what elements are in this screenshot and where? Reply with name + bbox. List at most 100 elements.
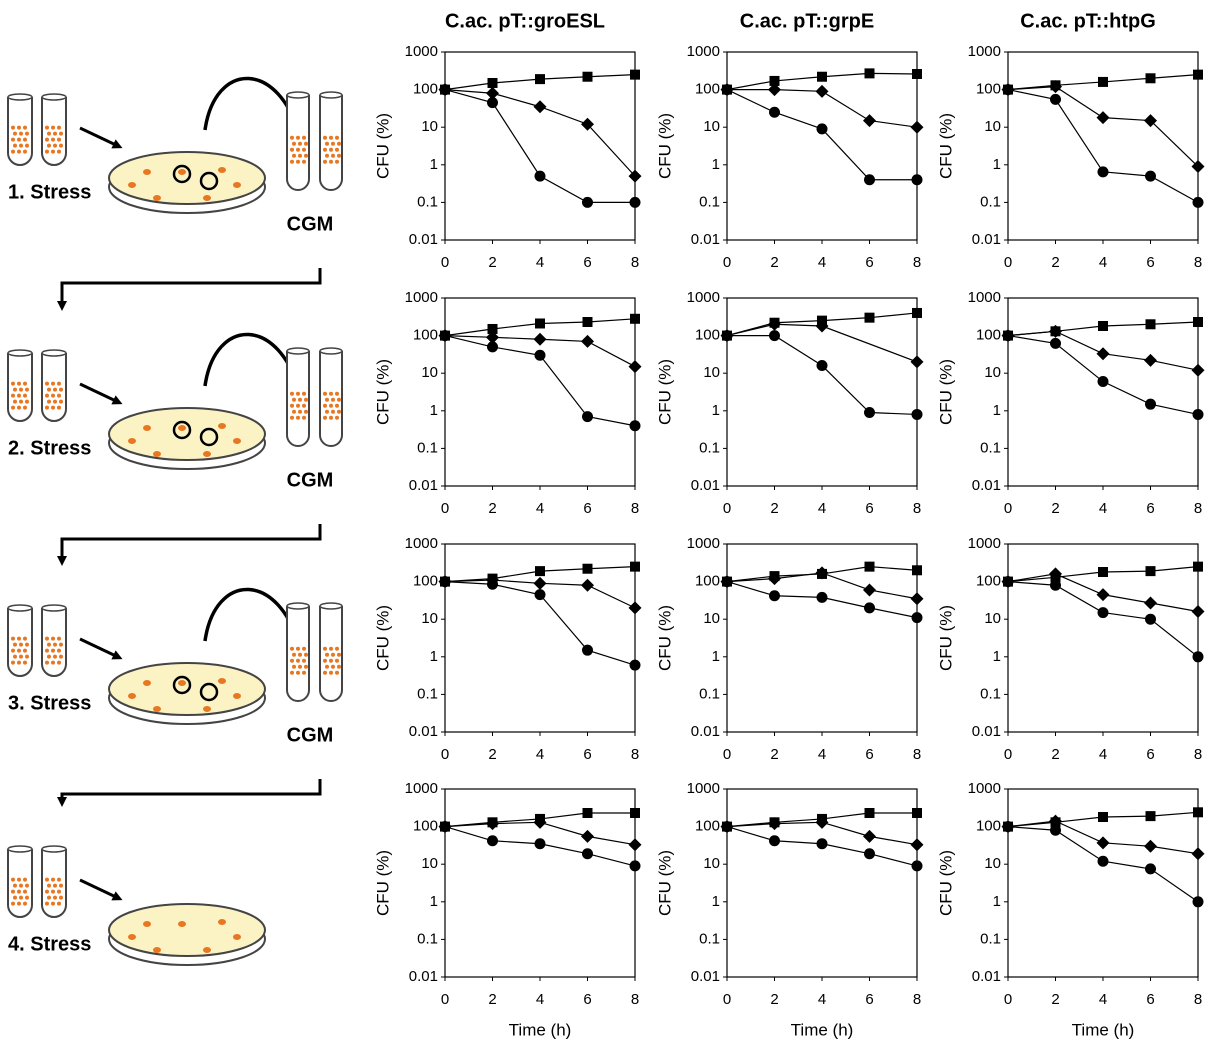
marker-circle xyxy=(864,602,875,614)
cell-dot xyxy=(337,141,341,146)
y-tick-label: 10 xyxy=(421,855,438,872)
chart-title: C.ac. pT::grpE xyxy=(740,10,874,32)
marker-square xyxy=(864,312,875,323)
arrow xyxy=(79,878,123,901)
marker-circle xyxy=(582,848,593,860)
marker-square xyxy=(630,313,640,324)
cell-dot xyxy=(290,391,294,396)
cell-dot xyxy=(57,877,61,882)
cell-dot xyxy=(17,648,21,653)
y-tick-label: 1000 xyxy=(687,43,720,60)
marker-circle xyxy=(629,420,641,432)
cell-dot xyxy=(17,877,21,882)
x-tick-label: 6 xyxy=(865,991,873,1008)
cell-dot xyxy=(329,658,333,663)
y-tick-label: 0.01 xyxy=(691,968,720,985)
y-tick-label: 1000 xyxy=(405,780,438,797)
marker-circle xyxy=(1192,651,1204,663)
marker-diamond xyxy=(581,117,594,131)
marker-square xyxy=(1193,316,1203,327)
tube-rim xyxy=(41,845,67,853)
x-tick-label: 6 xyxy=(1146,500,1154,517)
cell-dot xyxy=(335,670,339,675)
medium-label: CGM xyxy=(287,213,334,235)
marker-diamond xyxy=(628,601,642,615)
chart: 0.01 0.1 1 10 100 1000 0 2 4 6 8 CFU (%) xyxy=(936,289,1205,517)
marker-square xyxy=(864,807,875,818)
cell-dot xyxy=(304,652,308,657)
marker-diamond xyxy=(768,572,781,586)
marker-square xyxy=(912,807,922,818)
cell-dot xyxy=(45,405,49,410)
cell-dot xyxy=(11,149,15,154)
x-tick-label: 2 xyxy=(488,500,496,517)
marker-diamond xyxy=(1144,114,1157,128)
cell-dot xyxy=(302,147,306,152)
marker-diamond xyxy=(1096,111,1110,125)
marker-circle xyxy=(816,123,828,135)
x-tick-label: 4 xyxy=(536,254,544,271)
marker-diamond xyxy=(486,330,499,344)
cell-dot xyxy=(13,895,17,900)
cell-dot xyxy=(292,397,296,402)
x-tick-label: 8 xyxy=(913,991,921,1008)
x-tick-label: 0 xyxy=(723,746,731,763)
cell-dot xyxy=(51,877,55,882)
marker-diamond xyxy=(768,817,781,831)
cell-dot xyxy=(323,403,327,408)
y-tick-label: 1 xyxy=(993,402,1001,419)
cell-dot xyxy=(13,654,17,659)
marker-circle xyxy=(1097,166,1109,178)
x-axis-label: Time (h) xyxy=(791,1020,854,1039)
marker-circle xyxy=(439,821,451,833)
cell-dot xyxy=(292,664,296,669)
x-tick-label: 6 xyxy=(1146,991,1154,1008)
x-tick-label: 8 xyxy=(913,746,921,763)
y-tick-label: 10 xyxy=(703,118,720,135)
x-tick-label: 4 xyxy=(818,254,826,271)
tube xyxy=(319,606,343,702)
cell-dot xyxy=(19,654,23,659)
marker-circle xyxy=(1097,607,1109,619)
marker-square xyxy=(1098,567,1108,578)
y-tick-label: 0.1 xyxy=(980,685,1001,702)
chart-title: C.ac. pT::groESL xyxy=(445,10,605,32)
marker-diamond xyxy=(1191,160,1205,174)
cell-dot xyxy=(335,658,339,663)
tube-rim xyxy=(41,349,67,357)
picked-colony xyxy=(172,675,192,695)
x-tick-label: 2 xyxy=(488,254,496,271)
y-tick-label: 1000 xyxy=(405,289,438,306)
y-tick-label: 100 xyxy=(695,818,720,835)
marker-square xyxy=(487,77,498,88)
cell-dot xyxy=(17,660,21,665)
x-tick-label: 2 xyxy=(770,500,778,517)
picked-colony xyxy=(199,171,219,191)
y-tick-label: 0.01 xyxy=(691,477,720,494)
tube-rim xyxy=(286,347,310,355)
cell-dot xyxy=(51,125,55,130)
y-tick-label: 10 xyxy=(984,118,1001,135)
x-tick-label: 2 xyxy=(770,991,778,1008)
marker-square xyxy=(1193,807,1203,818)
y-tick-label: 100 xyxy=(413,327,438,344)
cell-dot xyxy=(57,636,61,641)
marker-diamond xyxy=(1144,839,1157,853)
marker-diamond xyxy=(1096,836,1110,850)
y-tick-label: 1000 xyxy=(405,43,438,60)
cell-dot xyxy=(53,399,57,404)
colony xyxy=(153,706,161,712)
cell-dot xyxy=(331,652,335,657)
marker-square xyxy=(1145,319,1156,330)
cell-dot xyxy=(19,895,23,900)
colony xyxy=(233,438,241,444)
cell-dot xyxy=(17,125,21,130)
colony xyxy=(203,706,211,712)
marker-diamond xyxy=(1049,324,1062,338)
y-tick-label: 0.01 xyxy=(409,477,438,494)
cell-dot xyxy=(304,409,308,414)
cell-dot xyxy=(296,135,300,140)
marker-circle xyxy=(816,591,828,603)
cell-dot xyxy=(331,397,335,402)
